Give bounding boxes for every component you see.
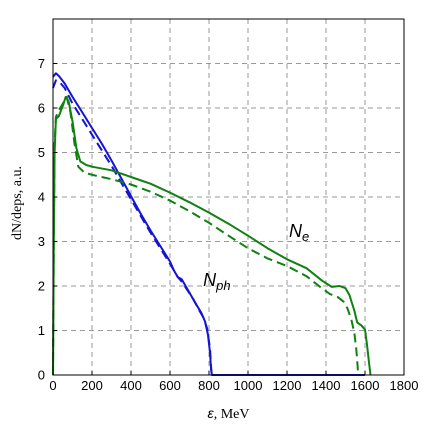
x-tick-label: 1200 bbox=[273, 378, 302, 393]
x-axis-label: ε, MeV bbox=[208, 405, 250, 422]
x-tick-label: 1800 bbox=[390, 378, 419, 393]
curve-label-subscript: e bbox=[302, 229, 309, 244]
x-tick-label: 600 bbox=[159, 378, 181, 393]
y-tick-label: 4 bbox=[38, 190, 45, 205]
x-tick-label: 0 bbox=[49, 378, 56, 393]
y-tick-label: 3 bbox=[38, 234, 45, 249]
grid-lines bbox=[53, 19, 404, 375]
curve-label-base: N bbox=[289, 221, 303, 241]
x-tick-label: 1000 bbox=[234, 378, 263, 393]
y-tick-label: 0 bbox=[38, 368, 45, 383]
y-tick-label: 5 bbox=[38, 145, 45, 160]
y-tick-label: 1 bbox=[38, 323, 45, 338]
y-tick-label: 2 bbox=[38, 279, 45, 294]
series-line-2 bbox=[52, 79, 213, 376]
curve-label-subscript: ph bbox=[215, 278, 230, 293]
x-tick-label: 200 bbox=[81, 378, 103, 393]
x-tick-label: 1400 bbox=[312, 378, 341, 393]
series-line-3 bbox=[52, 95, 372, 376]
curve-label-base: N bbox=[203, 270, 217, 290]
curve-label-Ne: Ne bbox=[289, 221, 309, 244]
axis-ticks: 0 200 400 600 800 1000 1200 1400 1600 1800 0 1 2 3 4 5 6… bbox=[38, 56, 419, 393]
x-tick-label: 1600 bbox=[351, 378, 380, 393]
x-axis-symbol: ε bbox=[208, 405, 215, 421]
curve-label-Nph: Nph bbox=[203, 270, 230, 293]
x-axis-unit: , MeV bbox=[214, 407, 250, 422]
x-tick-label: 800 bbox=[198, 378, 220, 393]
y-axis-label: dN/deps, a.u. bbox=[10, 166, 25, 240]
x-tick-label: 400 bbox=[120, 378, 142, 393]
y-tick-label: 6 bbox=[38, 101, 45, 116]
y-tick-label: 7 bbox=[38, 56, 45, 71]
series-curves bbox=[52, 72, 372, 376]
